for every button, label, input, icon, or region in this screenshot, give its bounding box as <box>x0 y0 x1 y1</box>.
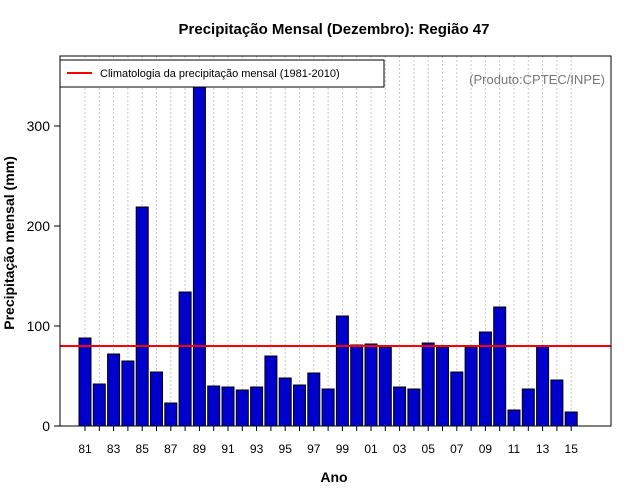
y-tick-label: 200 <box>27 218 51 234</box>
bar-92 <box>235 389 249 427</box>
bar-11 <box>507 409 521 427</box>
bar-82 <box>92 383 106 427</box>
y-axis-label: Precipitação mensal (mm) <box>1 156 17 330</box>
x-axis-label: Ano <box>320 469 347 485</box>
bar-90 <box>207 385 221 427</box>
bar-06 <box>436 346 449 427</box>
x-tick-label: 05 <box>422 442 436 456</box>
x-tick-label: 95 <box>279 442 293 456</box>
x-tick-label: 97 <box>307 442 321 456</box>
plot-frame <box>59 55 612 427</box>
x-tick-label: 85 <box>136 442 150 456</box>
legend-box <box>59 59 385 88</box>
bar-88 <box>178 291 192 427</box>
x-tick-label: 13 <box>536 442 550 456</box>
bar-86 <box>150 371 163 427</box>
x-tick-label: 15 <box>565 442 579 456</box>
bars <box>78 78 578 427</box>
legend: Climatologia da precipitação mensal (198… <box>59 59 385 88</box>
bar-13 <box>536 345 550 427</box>
bar-81 <box>78 337 92 427</box>
x-tick-label: 87 <box>164 442 178 456</box>
credit-text: (Produto:CPTEC/INPE) <box>469 72 605 87</box>
bar-98 <box>321 388 335 427</box>
bar-00 <box>350 344 364 427</box>
bar-93 <box>250 386 264 427</box>
bar-84 <box>121 360 135 427</box>
x-tick-label: 81 <box>78 442 92 456</box>
bar-14 <box>550 379 564 427</box>
x-tick-label: 89 <box>193 442 207 456</box>
bar-94 <box>264 355 278 427</box>
x-tick-label: 91 <box>221 442 235 456</box>
bar-89 <box>192 78 206 427</box>
bar-01 <box>364 343 378 427</box>
bar-96 <box>293 384 306 427</box>
bar-91 <box>221 386 235 427</box>
y-tick-label: 0 <box>42 418 50 434</box>
bar-10 <box>493 306 507 427</box>
x-tick-label: 99 <box>336 442 350 456</box>
bar-97 <box>307 372 321 427</box>
x-tick-label: 83 <box>107 442 121 456</box>
bar-07 <box>450 371 464 427</box>
bar-85 <box>135 206 149 427</box>
x-tick-label: 11 <box>508 442 521 456</box>
bar-12 <box>521 388 535 427</box>
bar-03 <box>393 386 407 427</box>
y-axis: 0 100 200 300 <box>27 118 60 434</box>
x-axis: 81 83 85 87 89 91 93 95 97 99 01 03 05 07 09 11 13 15 <box>78 426 578 456</box>
bar-08 <box>464 346 478 427</box>
bar-99 <box>335 315 349 427</box>
chart-title: Precipitação Mensal (Dezembro): Região 4… <box>179 21 490 38</box>
legend-label: Climatologia da precipitação mensal (198… <box>100 68 340 80</box>
x-tick-label: 07 <box>450 442 464 456</box>
y-tick-label: 100 <box>27 318 51 334</box>
bar-05 <box>421 342 435 427</box>
bar-87 <box>164 402 178 427</box>
bar-95 <box>278 377 292 427</box>
bar-04 <box>407 388 421 427</box>
x-tick-label: 93 <box>250 442 264 456</box>
bar-15 <box>564 411 578 427</box>
x-tick-label: 09 <box>479 442 493 456</box>
bar-83 <box>107 353 121 427</box>
y-tick-label: 300 <box>27 118 51 134</box>
x-tick-label: 01 <box>364 442 378 456</box>
bar-02 <box>378 346 392 427</box>
x-tick-label: 03 <box>393 442 407 456</box>
